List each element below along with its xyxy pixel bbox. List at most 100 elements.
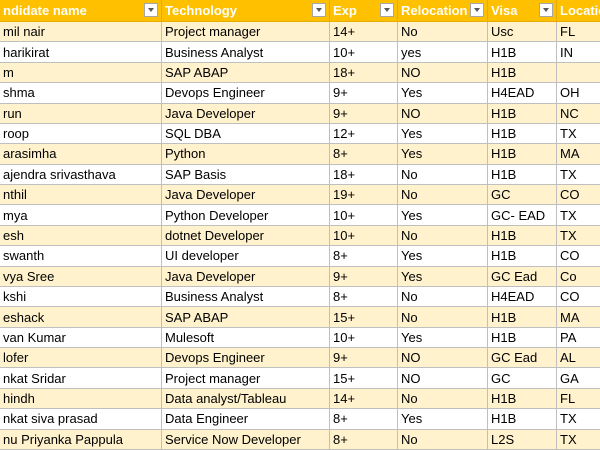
cell-text: kshi [3,289,27,305]
table-cell: MA [557,307,600,328]
table-cell: Yes [398,144,488,165]
cell-text: ndidate name [3,3,87,18]
cell-text: No [401,187,418,203]
table-cell: H4EAD [488,286,557,308]
table-cell: kshi [0,286,162,308]
table-cell: 15+ [330,368,398,389]
cell-text: No [401,227,418,243]
table-cell: Yes [398,409,488,430]
cell-text: Visa [491,3,518,18]
cell-text: van Kumar [3,329,66,345]
cell-text: CO [560,289,580,305]
table-cell: run [0,103,162,124]
cell-text: CO [560,187,580,203]
table-cell: 10+ [330,327,398,349]
cell-text: TX [560,166,577,182]
cell-text: CO [560,248,580,264]
table-cell: 10+ [330,205,398,226]
cell-text: 15+ [333,309,356,325]
table-cell: Yes [398,123,488,145]
cell-text: OH [560,85,580,101]
cell-text: Yes [401,329,423,345]
table-cell: H1B [488,307,557,328]
cell-text: 12+ [333,126,356,142]
cell-text: Relocation [401,3,468,18]
table-cell: Devops Engineer [162,348,330,369]
table-cell: H1B [488,42,557,63]
table-cell: TX [557,225,600,247]
table-cell: GC- EAD [488,205,557,226]
table-cell: GA [557,368,600,389]
table-cell: H4EAD [488,83,557,104]
table-cell: Yes [398,327,488,349]
cell-text: AL [560,350,576,366]
table-cell: Java Developer [162,103,330,124]
table-cell: 8+ [330,246,398,267]
cell-text: Co [560,268,577,284]
cell-text: yes [401,44,422,60]
table-cell: nthil [0,185,162,206]
filter-button[interactable] [312,3,326,17]
header-cell: Visa [488,0,557,22]
cell-text: 8+ [333,289,348,305]
table-cell: No [398,164,488,186]
cell-text: 10+ [333,207,356,223]
cell-text: GA [560,370,579,386]
cell-text: TX [560,126,577,142]
table-cell: 14+ [330,388,398,410]
table-cell: arasimha [0,144,162,165]
table-cell: nkat siva prasad [0,409,162,430]
cell-text: arasimha [3,146,57,162]
cell-text: Devops Engineer [165,85,265,101]
cell-text: 14+ [333,391,356,407]
cell-text: TX [560,411,577,427]
table-cell: H1B [488,103,557,124]
table-cell: CO [557,246,600,267]
cell-text: nu Priyanka Pappula [3,431,123,447]
cell-text: shma [3,85,35,101]
table-cell: L2S [488,429,557,450]
cell-text: GC [491,370,511,386]
cell-text: NC [560,105,579,121]
header-cell: ndidate name [0,0,162,22]
table-cell: H1B [488,123,557,145]
cell-text: H1B [491,309,517,325]
filter-button[interactable] [144,3,158,17]
table-cell: CO [557,185,600,206]
table-cell: SAP ABAP [162,307,330,328]
table-cell: GC Ead [488,266,557,287]
table-cell: SAP ABAP [162,62,330,84]
table-cell: NO [398,103,488,124]
table-cell: hindh [0,388,162,410]
filter-button[interactable] [470,3,484,17]
table-cell: TX [557,409,600,430]
cell-text: FL [560,24,576,40]
cell-text: Project manager [165,24,261,40]
cell-text: 9+ [333,85,348,101]
cell-text: MA [560,146,580,162]
cell-text: Python [165,146,206,162]
cell-text: Java Developer [165,105,256,121]
cell-text: harikirat [3,44,50,60]
cell-text: Java Developer [165,187,256,203]
cell-text: H1B [491,329,517,345]
table-cell: 14+ [330,22,398,43]
table-cell: lofer [0,348,162,369]
table-cell: 8+ [330,409,398,430]
table-cell: PA [557,327,600,349]
cell-text: GC Ead [491,350,538,366]
cell-text: SAP ABAP [165,64,229,80]
cell-text: 9+ [333,105,348,121]
table-cell: No [398,185,488,206]
filter-button[interactable] [380,3,394,17]
filter-button[interactable] [539,3,553,17]
cell-text: Data Engineer [165,411,249,427]
table-cell: MA [557,144,600,165]
cell-text: H1B [491,44,517,60]
table-cell: 9+ [330,266,398,287]
cell-text: 10+ [333,329,356,345]
table-cell: Python Developer [162,205,330,226]
cell-text: H1B [491,227,517,243]
cell-text: 9+ [333,350,348,366]
cell-text: Business Analyst [165,289,264,305]
